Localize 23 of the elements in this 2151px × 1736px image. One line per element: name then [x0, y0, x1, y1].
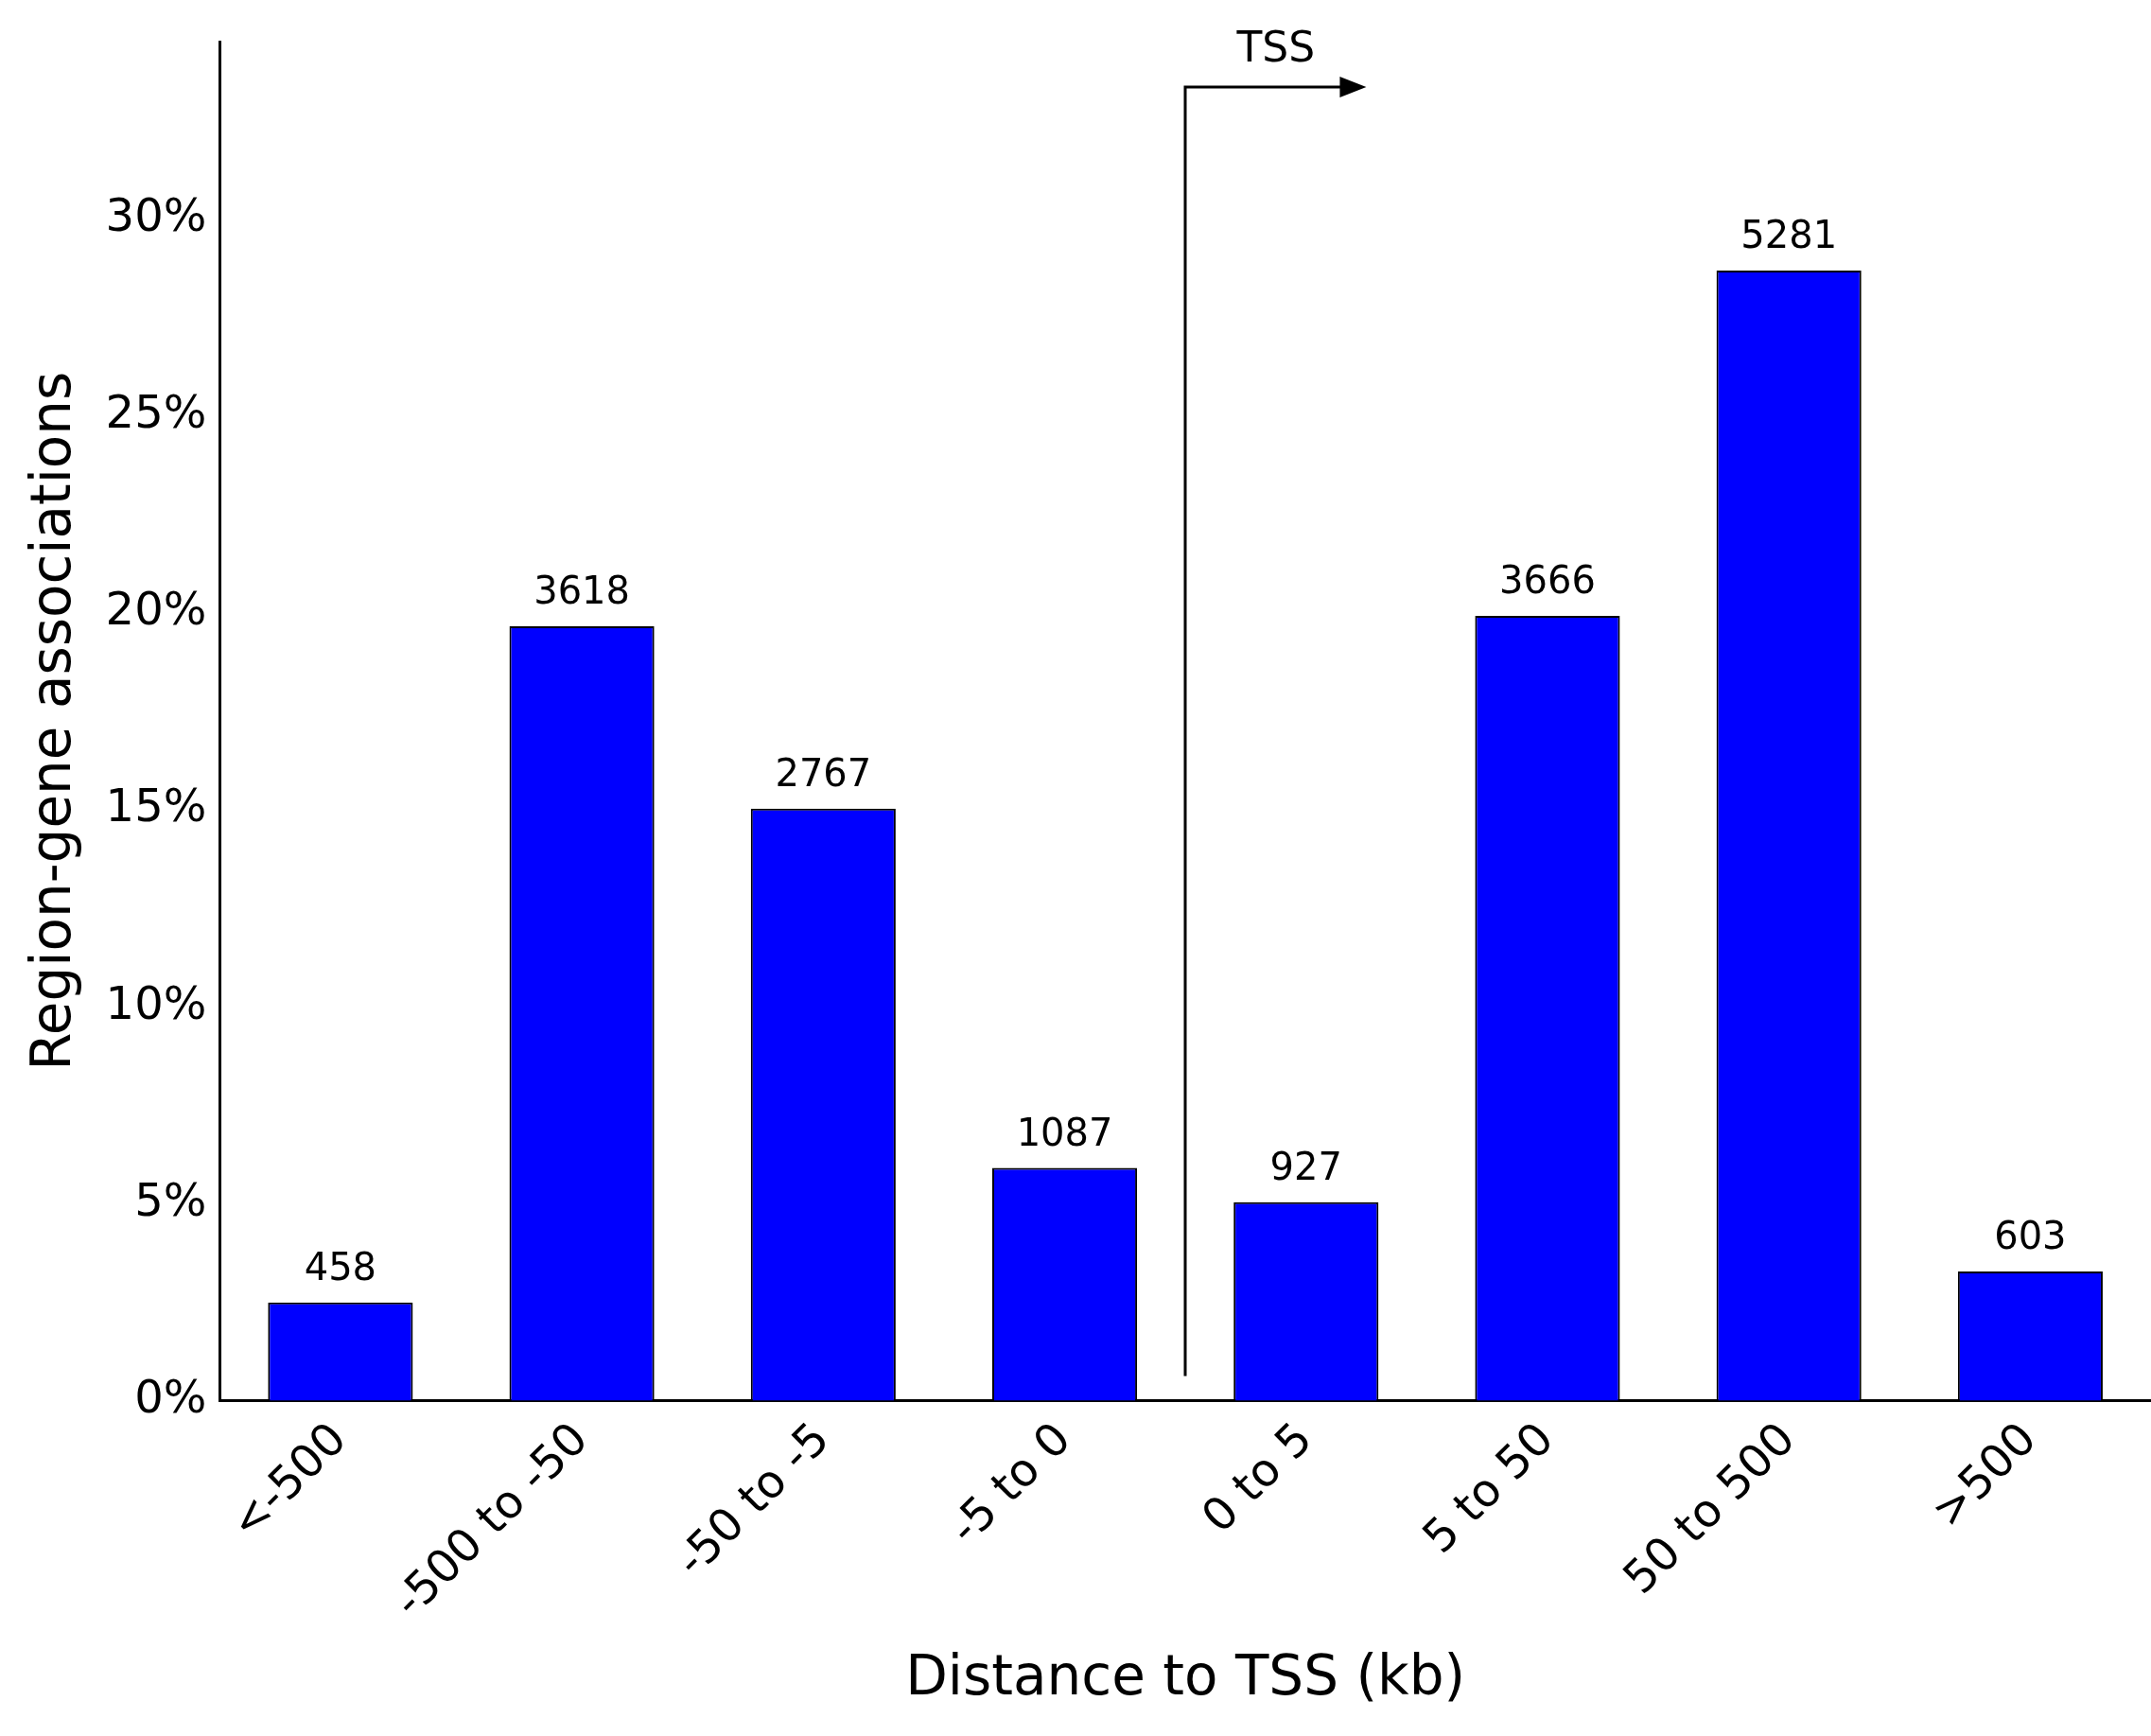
x-tick-label: -5 to 0	[937, 1411, 1081, 1554]
y-tick-label: 10%	[105, 975, 207, 1029]
y-tick-label: 25%	[105, 385, 207, 439]
annotation: 603	[1994, 1214, 2067, 1258]
x-axis-title: Distance to TSS (kb)	[905, 1643, 1466, 1709]
x-tick-label: 0 to 5	[1190, 1411, 1322, 1543]
annotation: 1087	[1016, 1110, 1113, 1154]
y-axis-title: Region-gene associations	[18, 371, 83, 1071]
annotation: 3618	[533, 569, 631, 613]
y-tick-label: 5%	[134, 1172, 207, 1226]
y-tick-label: 30%	[105, 187, 207, 241]
y-tick-label: 20%	[105, 582, 207, 636]
annotation: 927	[1269, 1145, 1342, 1189]
annotation: 2767	[775, 751, 872, 796]
annotation: 5281	[1740, 213, 1838, 257]
annotation: 3666	[1499, 558, 1596, 603]
y-tick-label: 15%	[105, 779, 207, 833]
y-tick-label: 0%	[134, 1370, 207, 1424]
annotation: TSS	[1235, 23, 1316, 72]
annotation: 458	[304, 1245, 377, 1289]
x-tick-label: -50 to -5	[664, 1411, 839, 1587]
x-tick-label: 5 to 50	[1411, 1411, 1564, 1563]
x-tick-label: 50 to 500	[1612, 1411, 1805, 1604]
